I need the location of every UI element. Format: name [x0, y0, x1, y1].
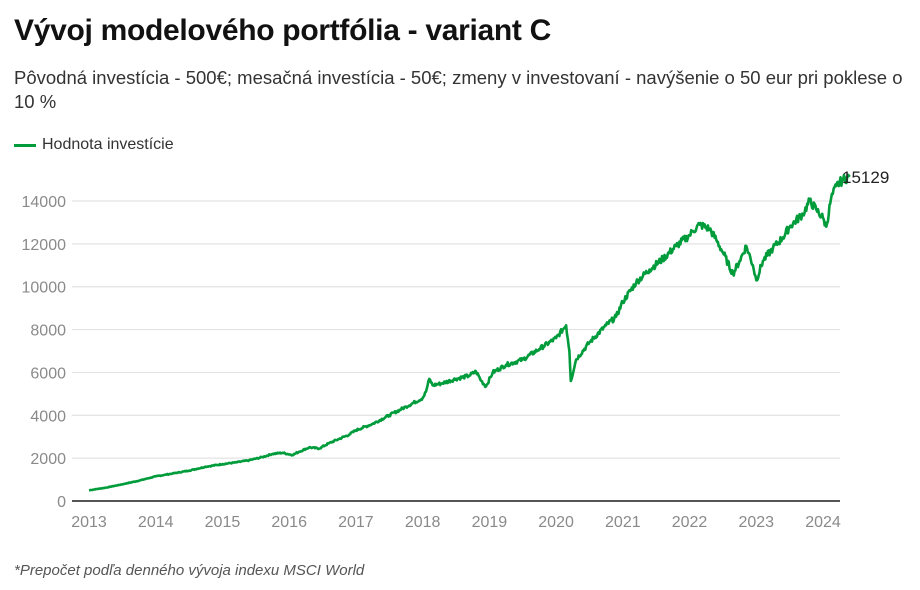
y-tick-label: 0: [57, 494, 66, 511]
y-tick-label: 12000: [22, 237, 67, 254]
x-tick-label: 2015: [205, 514, 241, 531]
y-tick-label: 10000: [22, 280, 67, 297]
x-tick-label: 2016: [271, 514, 307, 531]
x-tick-label: 2019: [472, 514, 508, 531]
y-tick-label: 2000: [30, 451, 66, 468]
y-tick-label: 8000: [30, 323, 66, 340]
x-tick-label: 2020: [538, 514, 574, 531]
x-axis-ticks: 2013 2014 2015 2016 2017 2018 2019 2020 2021 2022…: [71, 514, 841, 531]
footnote: *Prepočet podľa denného vývoja indexu MS…: [14, 562, 365, 579]
y-tick-label: 6000: [30, 365, 66, 382]
end-value-label: 15129: [842, 168, 889, 187]
chart-title: Vývoj modelového portfólia - variant C: [14, 14, 552, 47]
legend: Hodnota investície: [14, 136, 174, 154]
y-tick-label: 4000: [30, 408, 66, 425]
x-tick-label: 2024: [805, 514, 841, 531]
y-axis-ticks: 0 2000 4000 6000 8000 10000 12000 14000: [22, 194, 67, 511]
chart-subtitle: Pôvodná investícia - 500€; mesačná inves…: [14, 67, 903, 112]
x-tick-label: 2022: [672, 514, 708, 531]
x-tick-label: 2013: [71, 514, 107, 531]
x-tick-label: 2018: [405, 514, 441, 531]
legend-label: Hodnota investície: [42, 136, 174, 153]
y-tick-label: 14000: [22, 194, 67, 211]
x-tick-label: 2023: [738, 514, 774, 531]
legend-swatch: [14, 143, 36, 147]
gridlines: [72, 200, 840, 459]
series-line-hodnota-investicie: [88, 173, 851, 492]
x-tick-label: 2021: [605, 514, 641, 531]
x-tick-label: 2014: [138, 514, 174, 531]
x-tick-label: 2017: [338, 514, 374, 531]
